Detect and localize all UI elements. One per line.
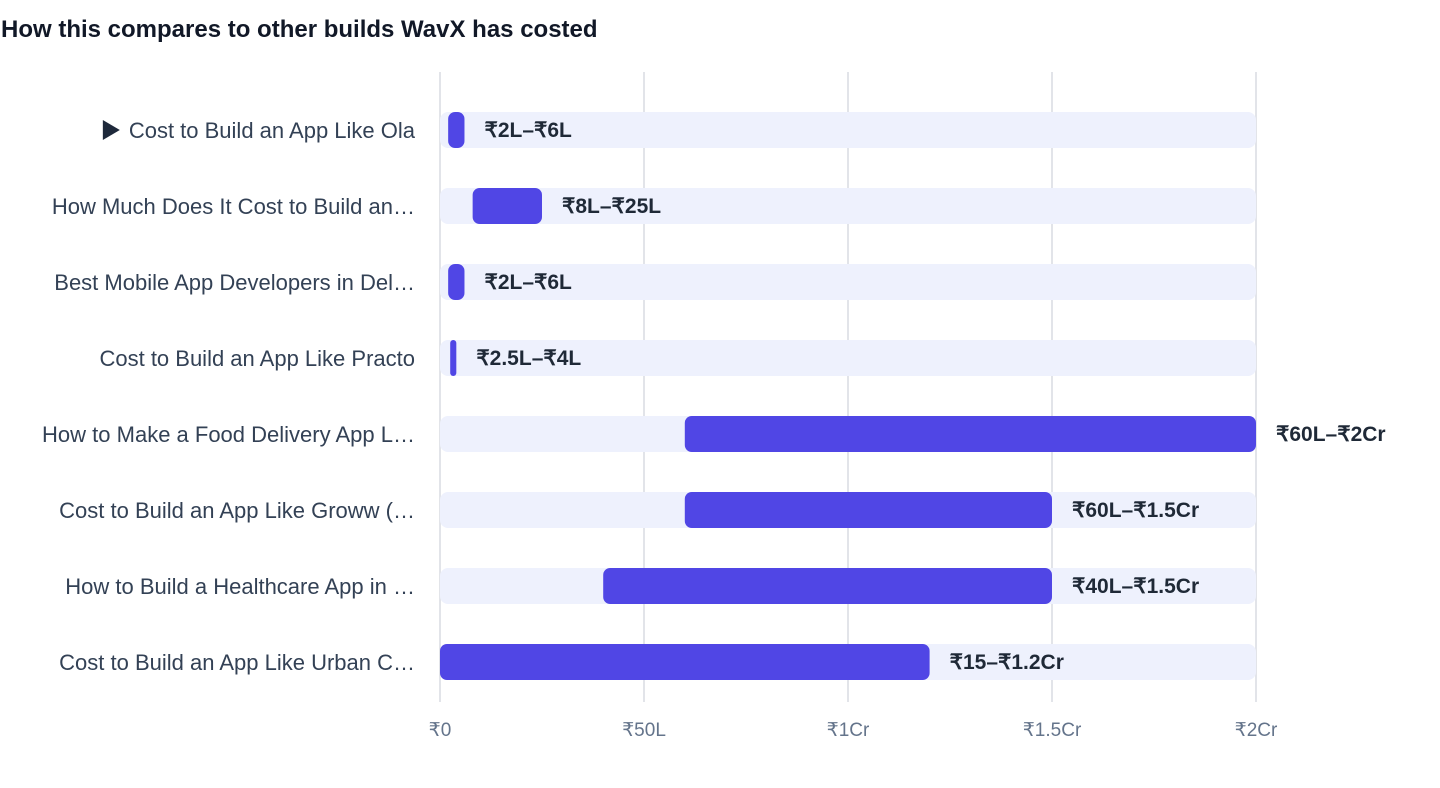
range-bars <box>440 112 1256 680</box>
range-bar[interactable] <box>448 112 465 148</box>
category-label: Cost to Build an App Like Urban C… <box>59 650 415 675</box>
x-tick-label: ₹2Cr <box>1235 720 1278 741</box>
range-bar[interactable] <box>472 188 542 224</box>
category-label: How Much Does It Cost to Build an… <box>52 194 415 219</box>
range-bar[interactable] <box>450 340 457 376</box>
bar-track <box>440 264 1256 300</box>
category-label: Cost to Build an App Like Practo <box>99 346 415 371</box>
bar-value-label: ₹8L–₹25L <box>562 195 661 218</box>
category-label: How to Build a Healthcare App in … <box>65 574 415 599</box>
x-tick-label: ₹1.5Cr <box>1023 720 1082 741</box>
value-labels: ₹2L–₹6L ₹8L–₹25L ₹2L–₹6L ₹2.5L–₹4L ₹60L–₹2Cr… <box>476 119 1385 674</box>
x-tick-label: ₹0 <box>429 720 452 741</box>
range-bar[interactable] <box>448 264 465 300</box>
x-tick-label: ₹1Cr <box>827 720 870 741</box>
chart-title: How this compares to other builds WavX h… <box>1 16 598 43</box>
bar-track <box>440 340 1256 376</box>
bar-value-label: ₹2L–₹6L <box>484 271 572 294</box>
category-label: Cost to Build an App Like Groww (… <box>59 498 415 523</box>
category-label: Cost to Build an App Like Ola <box>129 118 416 143</box>
bar-value-label: ₹40L–₹1.5Cr <box>1072 575 1199 598</box>
x-axis-ticks: ₹0 ₹50L ₹1Cr ₹1.5Cr ₹2Cr <box>429 720 1278 741</box>
bar-track <box>440 112 1256 148</box>
bar-value-label: ₹60L–₹1.5Cr <box>1072 499 1199 522</box>
grid-lines <box>439 72 1257 702</box>
bar-track <box>440 188 1256 224</box>
x-tick-label: ₹50L <box>622 720 666 741</box>
category-label: Best Mobile App Developers in Del… <box>54 270 415 295</box>
bar-value-label: ₹2.5L–₹4L <box>476 347 581 370</box>
bar-value-label: ₹60L–₹2Cr <box>1276 423 1386 446</box>
category-labels: Cost to Build an App Like Ola How Much Do… <box>42 118 416 675</box>
range-bar[interactable] <box>440 644 930 680</box>
bar-value-label: ₹15–₹1.2Cr <box>950 651 1064 674</box>
range-bar[interactable] <box>684 492 1052 528</box>
range-bar[interactable] <box>603 568 1052 604</box>
range-bar[interactable] <box>684 416 1256 452</box>
category-label: How to Make a Food Delivery App L… <box>42 422 415 447</box>
bar-value-label: ₹2L–₹6L <box>484 119 572 142</box>
play-triangle-icon <box>102 120 120 140</box>
